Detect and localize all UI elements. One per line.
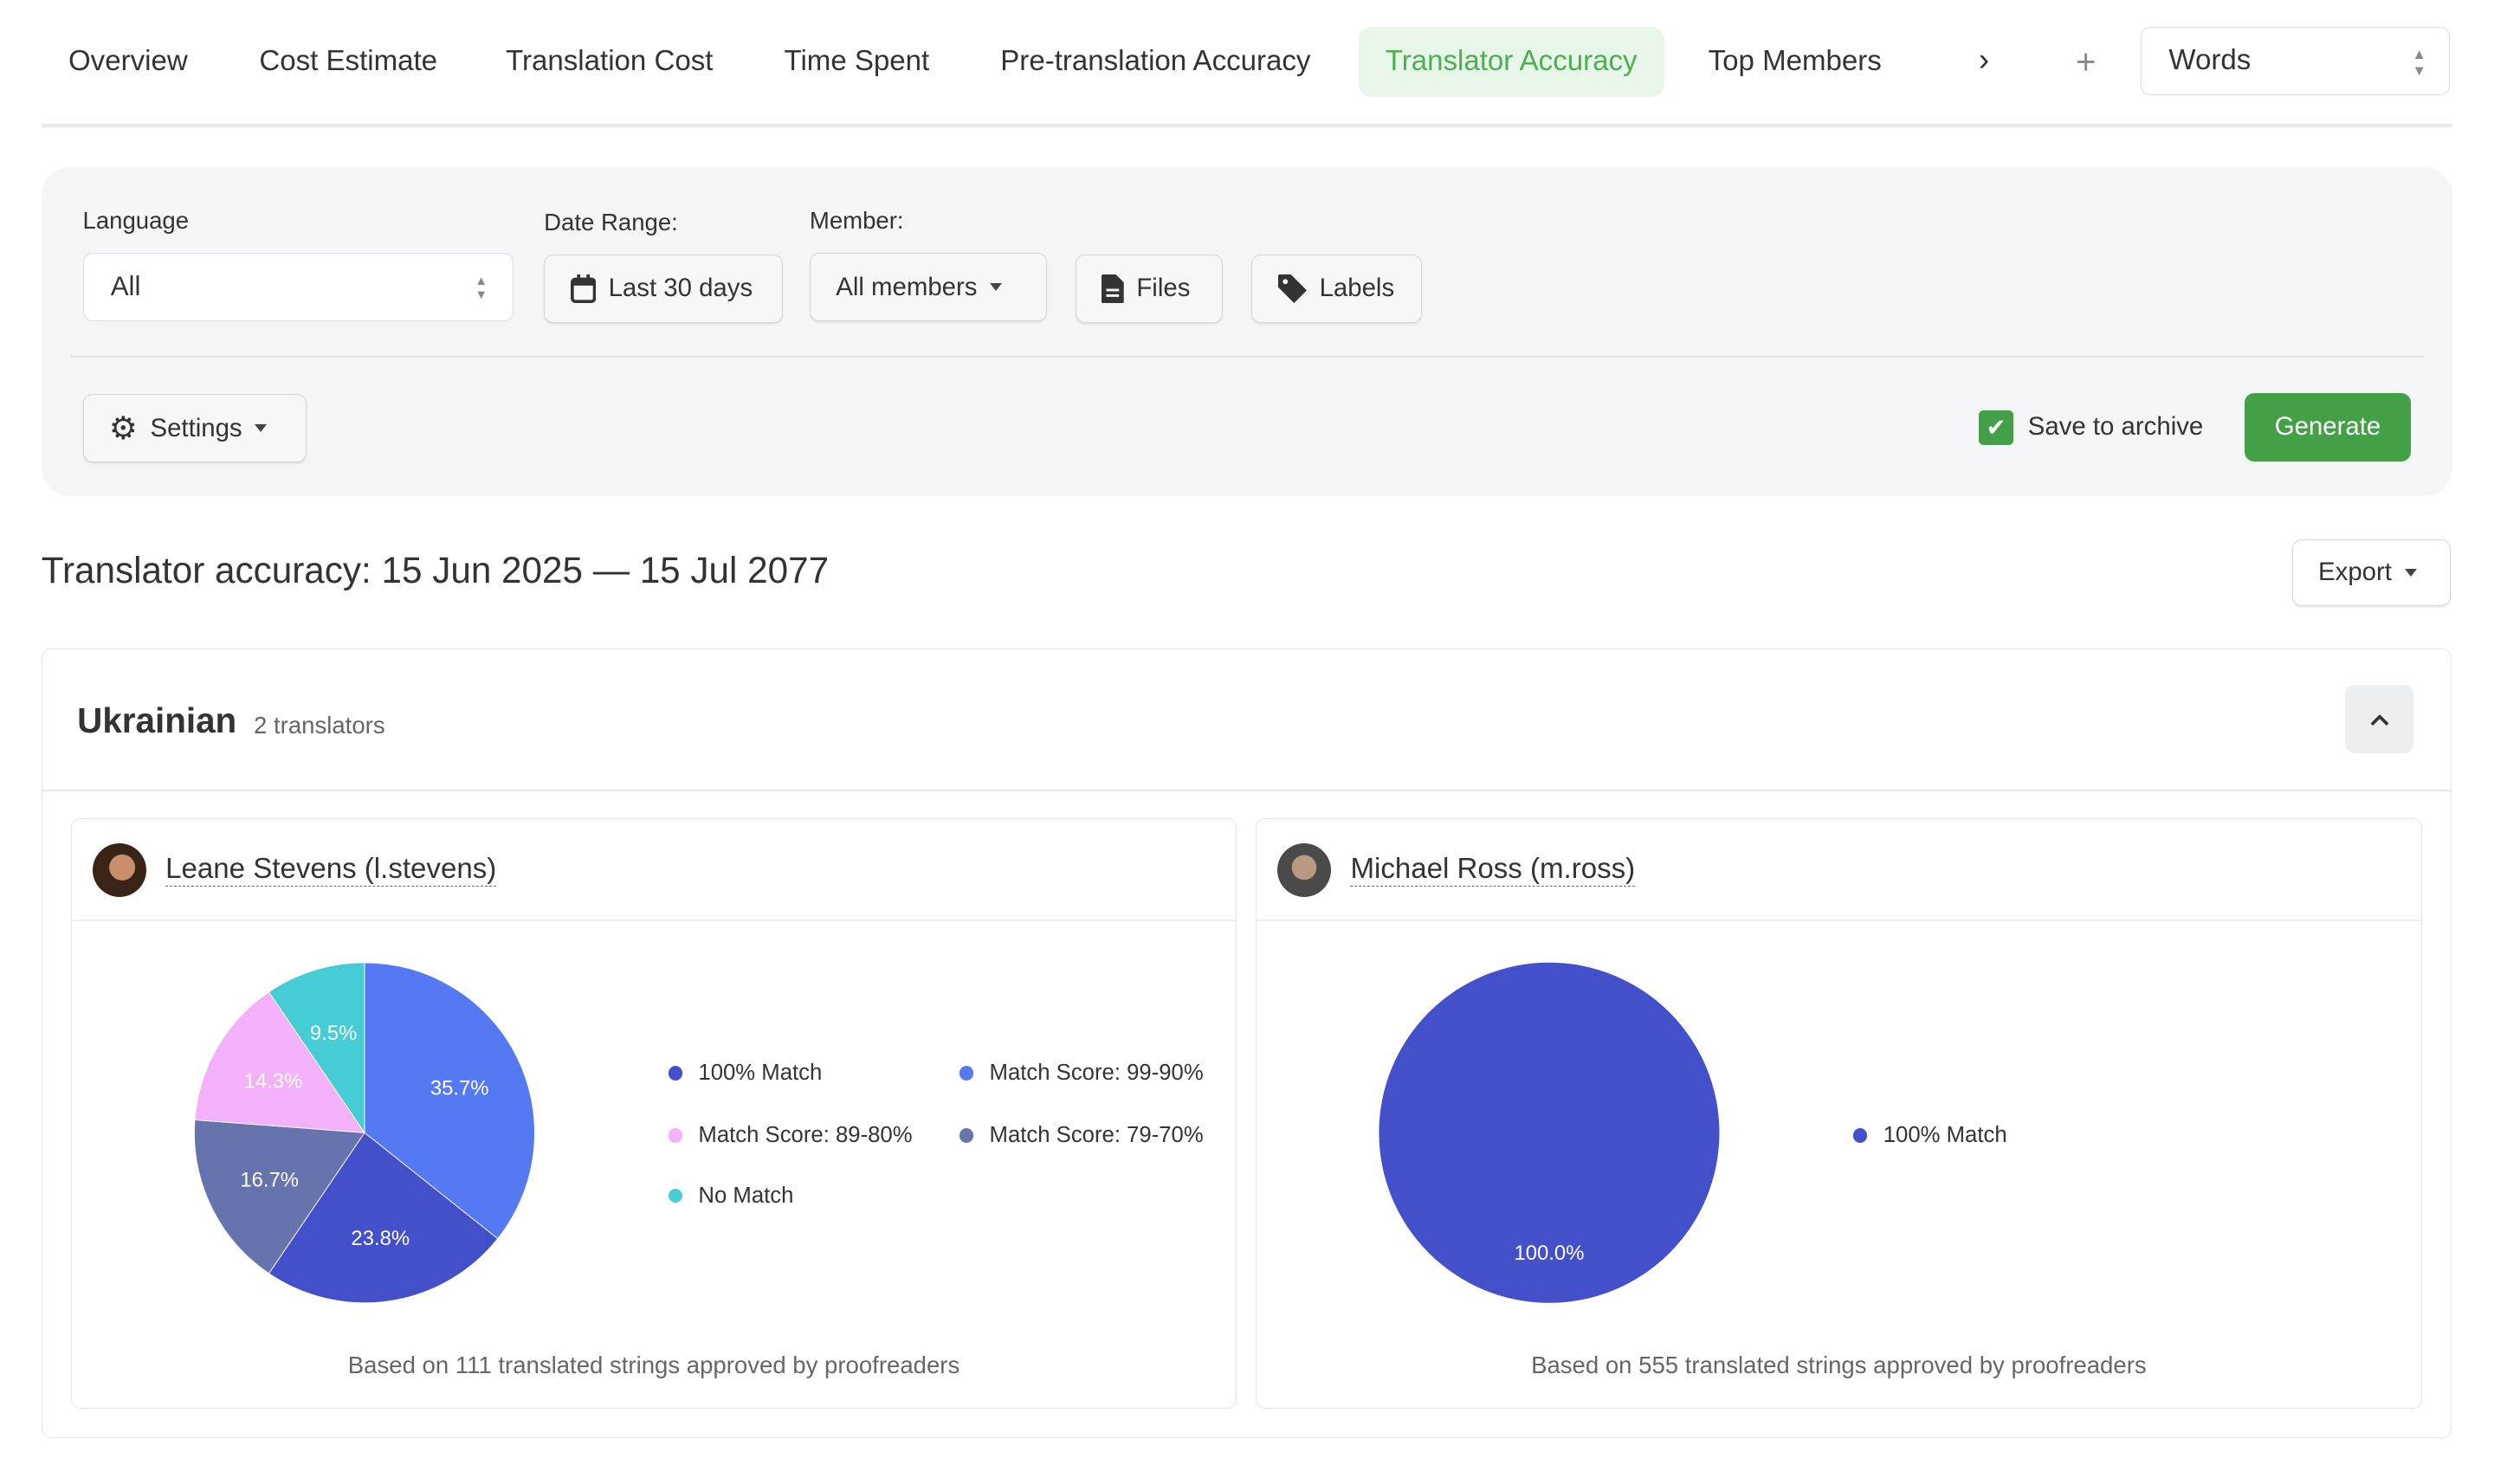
legend-item: Match Score: 89-80% — [668, 1122, 913, 1148]
legend-dot — [959, 1066, 974, 1081]
unit-select[interactable]: Words ▲ ▼ — [2141, 27, 2450, 96]
unit-select-value: Words — [2168, 44, 2252, 77]
sort-icon: ▲ ▼ — [475, 274, 488, 303]
filter-panel: Language Date Range: Member: All ▲ ▼ Last… — [41, 166, 2453, 497]
pie-chart: 35.7% 23.8% 16.7% 14.3% 9.5% — [193, 961, 535, 1303]
divider — [42, 789, 2451, 791]
language-select[interactable]: All ▲ ▼ — [82, 253, 514, 321]
divider — [1257, 919, 2421, 921]
legend-item: Match Score: 99-90% — [959, 1061, 1204, 1086]
files-label: Files — [1136, 274, 1191, 303]
divider — [41, 124, 2453, 127]
group-language: Ukrainian — [77, 700, 237, 741]
labels-label: Labels — [1319, 274, 1395, 303]
date-range-button[interactable]: Last 30 days — [544, 254, 783, 323]
slice-label: 23.8% — [351, 1227, 410, 1250]
divider — [71, 919, 1237, 921]
legend-dot — [668, 1066, 683, 1081]
calendar-icon — [570, 274, 596, 303]
tab-cost-estimate[interactable]: Cost Estimate — [259, 45, 438, 78]
tab-translator-accuracy[interactable]: Translator Accuracy — [1358, 27, 1664, 98]
legend-item: Match Score: 79-70% — [959, 1123, 1204, 1148]
plus-icon[interactable]: + — [2075, 41, 2097, 81]
pie-slice[interactable] — [268, 961, 365, 1134]
legend-label: Match Score: 99-90% — [989, 1061, 1204, 1086]
date-range-value: Last 30 days — [608, 274, 753, 303]
avatar — [1277, 842, 1332, 898]
legend-item: 100% Match — [1852, 1122, 2007, 1148]
legend-label: Match Score: 79-70% — [989, 1122, 1204, 1147]
labels-button[interactable]: Labels — [1251, 254, 1422, 323]
legend-dot — [668, 1128, 683, 1143]
report-title: Translator accuracy: 15 Jun 2025 — 15 Ju… — [41, 550, 830, 591]
files-button[interactable]: Files — [1075, 254, 1224, 323]
language-label: Language — [82, 206, 190, 234]
slice-label: 100.0% — [1515, 1242, 1585, 1265]
legend-dot — [959, 1128, 974, 1143]
caret-down-icon — [990, 283, 1003, 291]
save-archive-label[interactable]: Save to archive — [2027, 411, 2204, 441]
tab-overview[interactable]: Overview — [68, 45, 188, 78]
generate-button[interactable]: Generate — [2244, 392, 2412, 461]
date-range-label: Date Range: — [544, 208, 678, 236]
legend-dot — [1852, 1128, 1868, 1143]
member-value: All members — [836, 272, 978, 301]
chevron-right-icon[interactable]: › — [1978, 41, 1990, 77]
language-value: All — [110, 271, 141, 302]
legend-dot — [668, 1188, 683, 1203]
legend-item: 100% Match — [668, 1061, 823, 1086]
member-label: Member: — [809, 206, 904, 234]
pie-slice[interactable] — [193, 1119, 365, 1274]
check-icon: ✔ — [1986, 413, 2006, 441]
legend-label: 100% Match — [1883, 1122, 2007, 1147]
export-label: Export — [2318, 558, 2392, 587]
collapse-button[interactable] — [2345, 684, 2414, 753]
legend-label: 100% Match — [698, 1061, 823, 1086]
pie-slice[interactable] — [194, 990, 365, 1133]
sort-icon: ▲ ▼ — [2412, 46, 2426, 79]
legend-item: No Match — [668, 1183, 794, 1209]
tab-top-members[interactable]: Top Members — [1708, 45, 1882, 78]
translator-name[interactable]: Michael Ross (m.ross) — [1350, 852, 1636, 887]
gear-icon: ⚙ — [108, 410, 138, 447]
slice-label: 14.3% — [243, 1069, 302, 1093]
legend-label: Match Score: 89-80% — [698, 1122, 913, 1147]
language-group-card: Ukrainian 2 translators Leane Stevens (l… — [41, 648, 2452, 1438]
settings-label: Settings — [150, 413, 242, 442]
group-count: 2 translators — [254, 711, 385, 739]
pie-slice[interactable] — [268, 1132, 499, 1303]
member-dropdown[interactable]: All members — [809, 253, 1047, 321]
tab-pre-translation-accuracy[interactable]: Pre-translation Accuracy — [1000, 45, 1311, 78]
slice-label: 9.5% — [310, 1022, 357, 1045]
save-archive-checkbox[interactable]: ✔ — [1978, 410, 2014, 446]
slice-label: 16.7% — [240, 1168, 299, 1191]
pie-slice[interactable] — [364, 961, 535, 1239]
tab-translation-cost[interactable]: Translation Cost — [506, 45, 714, 78]
caret-down-icon — [2404, 568, 2417, 577]
translator-name[interactable]: Leane Stevens (l.stevens) — [165, 852, 497, 887]
tag-icon — [1277, 274, 1307, 303]
chart-footer: Based on 555 translated strings approved… — [1531, 1352, 2147, 1379]
legend-label: No Match — [698, 1183, 794, 1208]
file-icon — [1101, 274, 1124, 303]
chart-footer: Based on 111 translated strings approved… — [347, 1352, 960, 1379]
slice-label: 35.7% — [430, 1076, 489, 1100]
export-button[interactable]: Export — [2291, 539, 2452, 606]
chevron-up-icon — [2370, 714, 2389, 726]
caret-down-icon — [255, 424, 268, 433]
translator-card: Leane Stevens (l.stevens) 35.7% 23.8% 16.7… — [70, 818, 1237, 1409]
pie-slice[interactable] — [1379, 962, 1720, 1303]
avatar — [92, 842, 147, 898]
pie-chart: 100.0% — [1379, 962, 1720, 1303]
translator-card: Michael Ross (m.ross) 100.0% 100% Match … — [1256, 818, 2422, 1409]
settings-button[interactable]: ⚙ Settings — [82, 394, 307, 463]
tab-time-spent[interactable]: Time Spent — [784, 45, 930, 78]
divider — [69, 356, 2425, 358]
